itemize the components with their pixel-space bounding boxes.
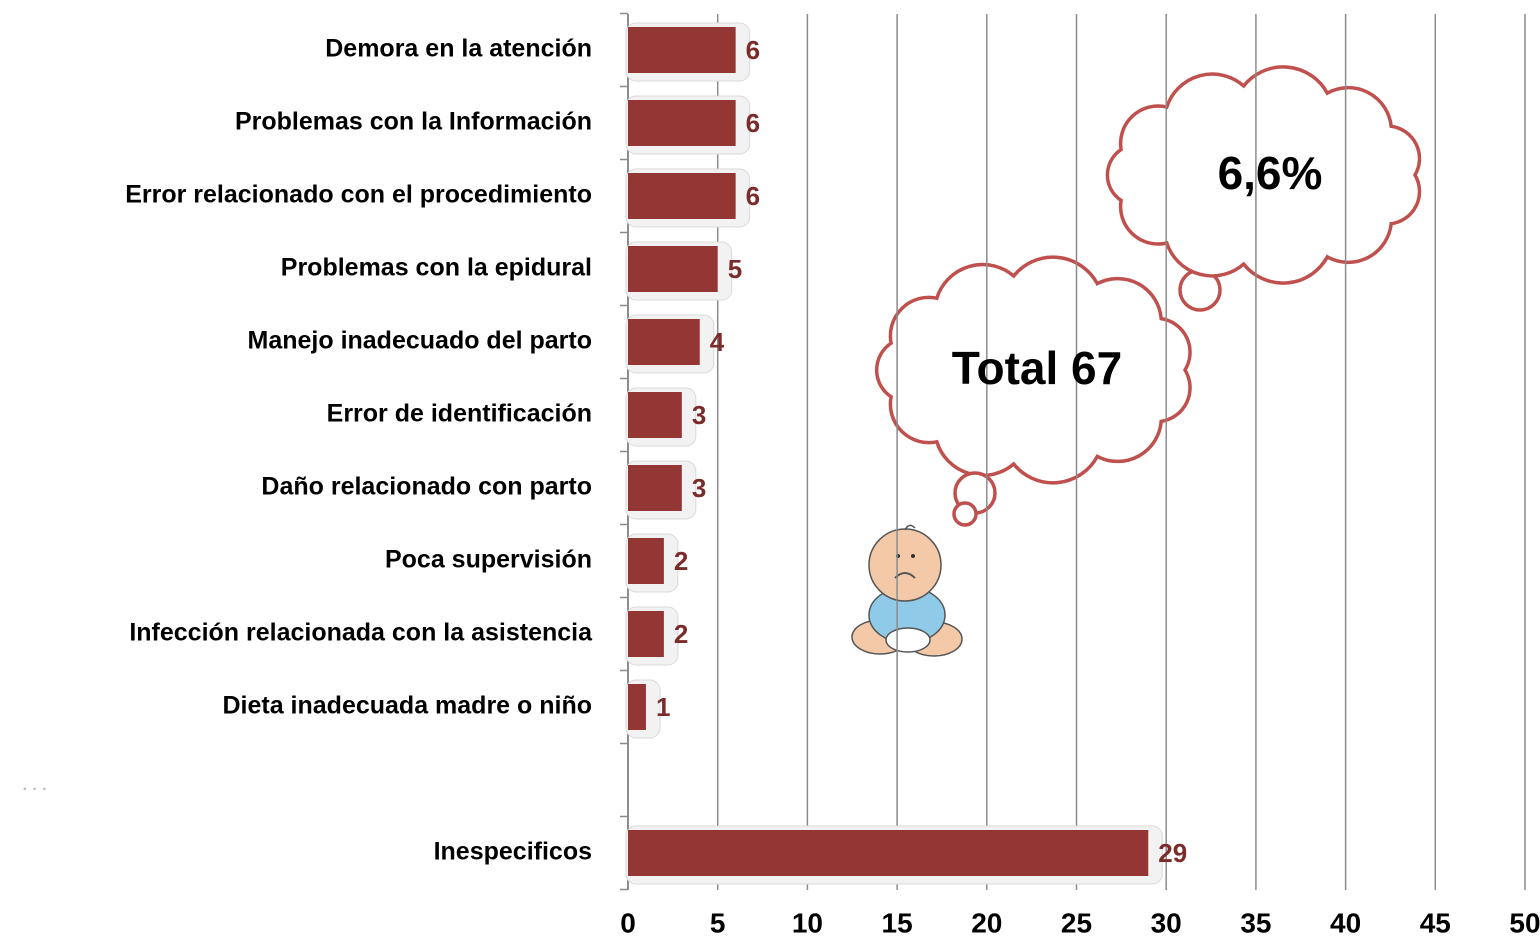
- baby-illustration: [852, 525, 962, 656]
- bar: [628, 538, 664, 584]
- bar: [628, 611, 664, 657]
- value-label: 2: [674, 619, 688, 649]
- y-tick-label: Poca supervisión: [385, 546, 592, 574]
- value-label: 6: [746, 108, 760, 138]
- y-tick-label: Problemas con la epidural: [281, 254, 592, 282]
- x-tick-label: 25: [1061, 907, 1092, 938]
- value-label: 6: [746, 181, 760, 211]
- bar: [628, 319, 700, 365]
- value-label: 5: [728, 254, 742, 284]
- value-label: 1: [656, 692, 670, 722]
- x-tick-label: 15: [882, 907, 913, 938]
- y-tick-label: Dieta inadecuada madre o niño: [222, 692, 592, 720]
- y-tick-label: Daño relacionado con parto: [261, 473, 592, 501]
- x-tick-label: 50: [1509, 907, 1540, 938]
- y-tick-label: Demora en la atención: [325, 35, 592, 63]
- annotation: Total 67: [952, 342, 1122, 394]
- bar: [628, 246, 718, 292]
- x-tick-label: 30: [1151, 907, 1182, 938]
- y-tick-label: Problemas con la Información: [235, 108, 592, 136]
- value-label: 4: [710, 327, 725, 357]
- bar: [628, 100, 736, 146]
- x-tick-label: 20: [971, 907, 1002, 938]
- bar: [628, 465, 682, 511]
- x-tick-label: 45: [1420, 907, 1451, 938]
- bar: [628, 684, 646, 730]
- annotation: 6,6%: [1218, 147, 1323, 199]
- value-label: 2: [674, 546, 688, 576]
- cloud-bubble: [954, 503, 976, 525]
- value-label: 3: [692, 400, 706, 430]
- y-tick-label: Manejo inadecuado del parto: [248, 327, 593, 355]
- y-tick-label: Inespecificos: [434, 838, 592, 866]
- x-tick-label: 10: [792, 907, 823, 938]
- y-tick-label: Error de identificación: [327, 400, 592, 428]
- x-tick-label: 40: [1330, 907, 1361, 938]
- bar: [628, 173, 736, 219]
- x-tick-label: 0: [620, 907, 636, 938]
- value-label: 29: [1158, 838, 1187, 868]
- y-tick-label: Error relacionado con el procedimiento: [125, 181, 592, 209]
- x-tick-label: 35: [1240, 907, 1271, 938]
- annotation: · · ·: [23, 781, 48, 798]
- value-label: 3: [692, 473, 706, 503]
- decoration: [877, 67, 1420, 525]
- bar: [628, 392, 682, 438]
- value-label: 6: [746, 35, 760, 65]
- chart: 05101520253035404550Demora en la atenció…: [0, 0, 1540, 950]
- y-tick-label: Infección relacionada con la asistencia: [129, 619, 593, 647]
- x-tick-label: 5: [710, 907, 726, 938]
- bar: [628, 27, 736, 73]
- bar: [628, 830, 1148, 876]
